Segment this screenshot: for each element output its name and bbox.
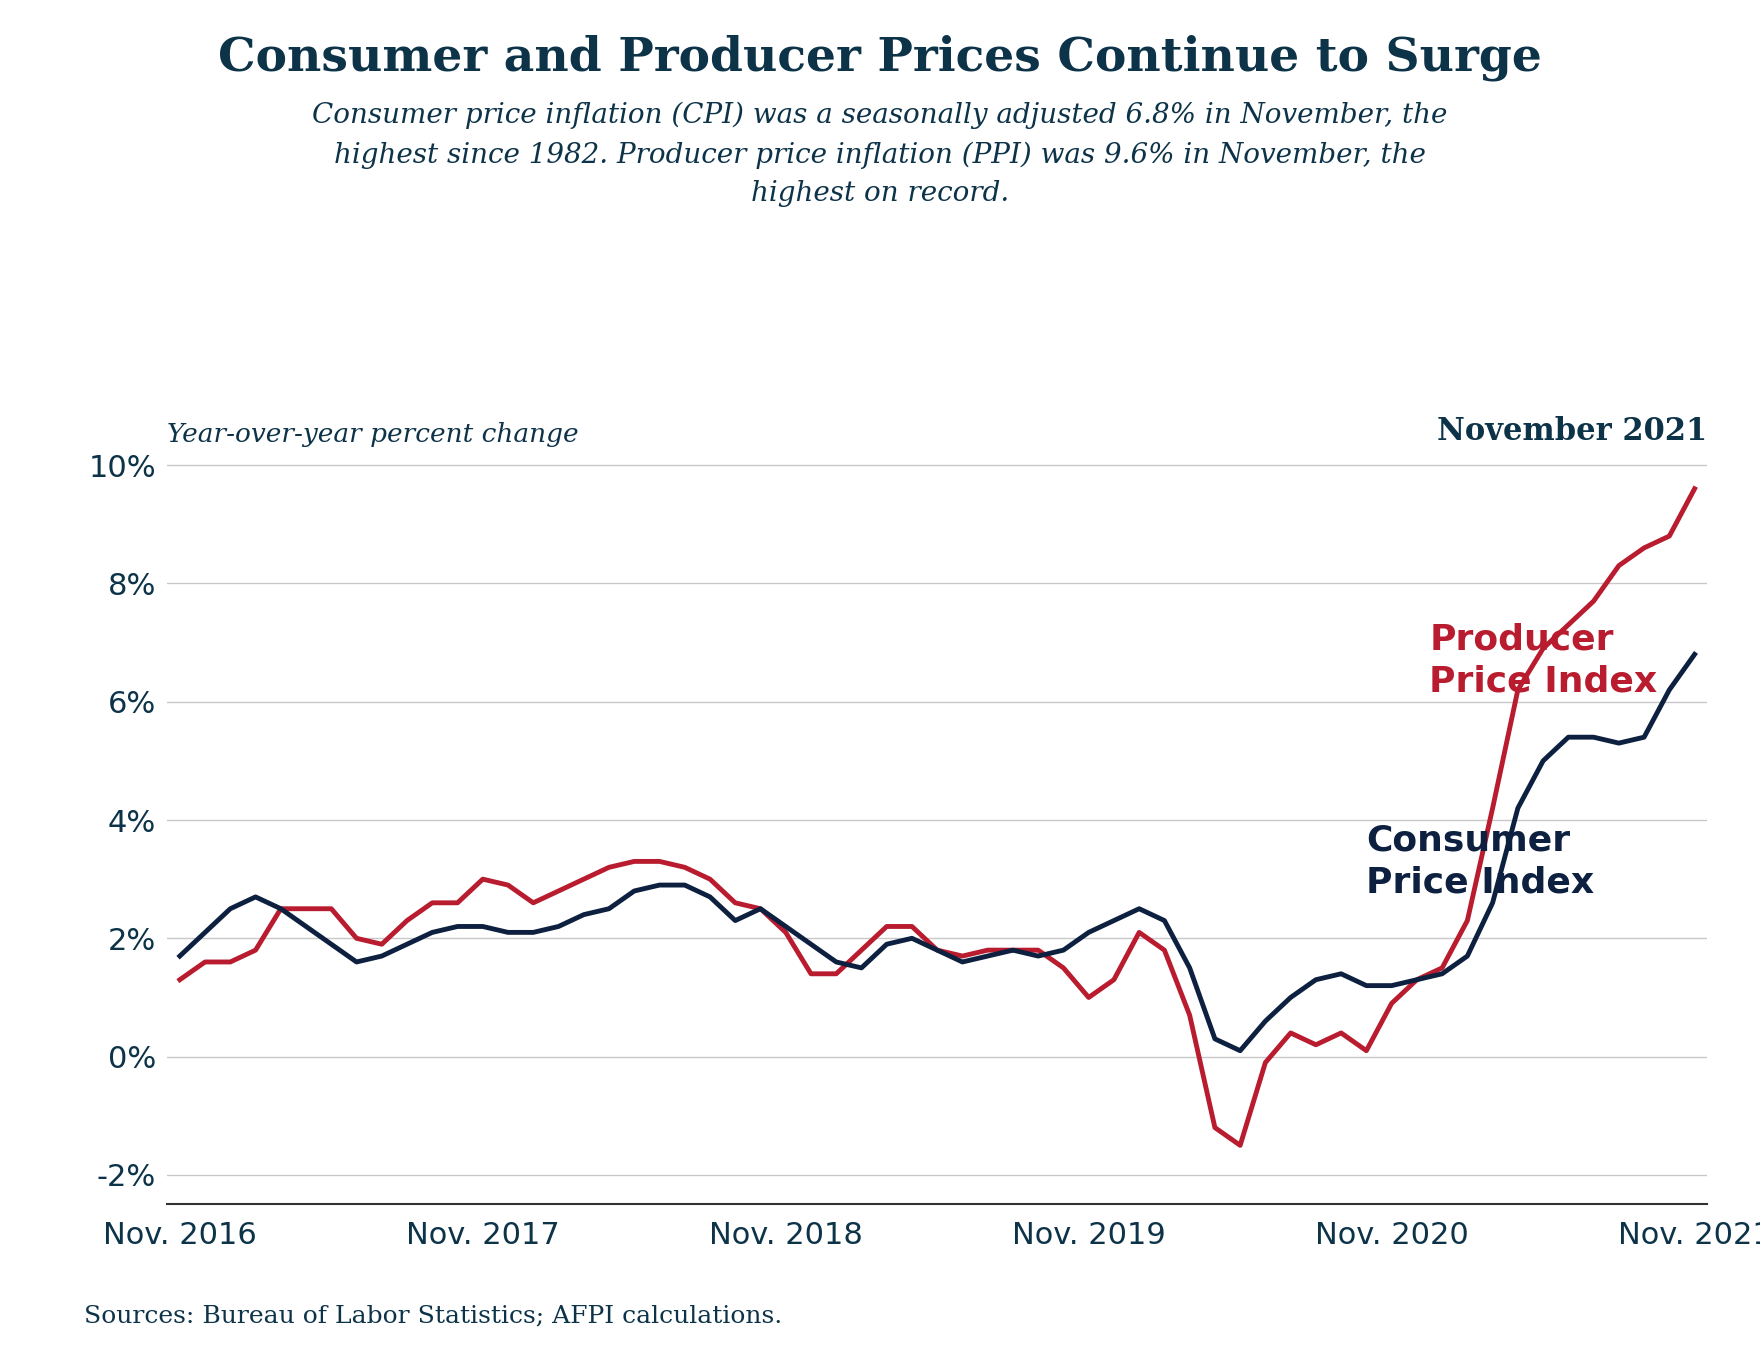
Text: Consumer price inflation (CPI) was a seasonally adjusted 6.8% in November, the
h: Consumer price inflation (CPI) was a sea… <box>312 102 1448 207</box>
Text: Sources: Bureau of Labor Statistics; AFPI calculations.: Sources: Bureau of Labor Statistics; AFP… <box>84 1304 783 1327</box>
Text: Consumer
Price Index: Consumer Price Index <box>1366 823 1595 900</box>
Text: Producer
Price Index: Producer Price Index <box>1429 622 1658 698</box>
Text: Consumer and Producer Prices Continue to Surge: Consumer and Producer Prices Continue to… <box>218 34 1542 80</box>
Text: Year-over-year percent change: Year-over-year percent change <box>167 422 579 448</box>
Text: November 2021: November 2021 <box>1438 416 1707 448</box>
